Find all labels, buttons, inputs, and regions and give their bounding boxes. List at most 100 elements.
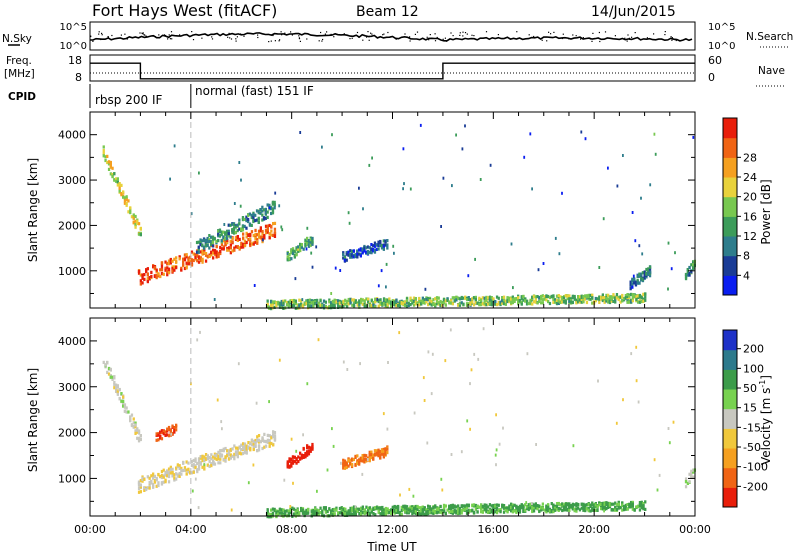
range-gate-cell [143,277,146,281]
range-gate-cell [487,302,490,306]
range-gate-cell [393,300,396,304]
range-gate-cell [414,297,417,301]
search-noise-point [107,36,109,38]
range-gate-cell [123,199,127,203]
range-gate-cell [162,480,165,484]
range-gate-cell [552,300,555,304]
range-gate-cell [143,273,146,277]
range-gate-cell [268,203,271,207]
range-gate-cell [115,388,118,392]
range-gate-cell [430,511,433,515]
range-gate-cell [160,268,164,272]
range-gate-cell [356,252,359,256]
range-gate-cell [280,511,283,515]
range-gate-cell [450,301,453,305]
range-gate-cell [243,224,246,228]
range-gate-cell [226,238,229,242]
range-gate-cell [190,463,194,467]
range-gate-cell [374,300,377,304]
range-gate-cell [199,256,202,260]
range-gate-cell [301,511,305,515]
range-gate-cell [504,507,507,511]
range-gate-cell [532,300,536,304]
range-gate-cell [605,293,608,297]
range-gate-cell [635,345,638,349]
range-gate-cell [492,505,495,509]
range-gate-cell [210,457,213,461]
range-gate-cell [180,268,183,272]
range-gate-cell [304,241,307,245]
range-gate-cell [441,511,444,515]
range-gate-cell [409,187,412,191]
range-gate-cell [615,421,618,425]
range-gate-cell [342,508,345,512]
range-gate-cell [570,505,573,509]
range-gate-cell [284,299,287,303]
range-gate-cell [356,249,359,253]
colorbar-segment [723,408,737,429]
range-gate-cell [545,506,548,510]
range-gate-cell [190,471,194,475]
range-gate-cell [217,450,220,454]
range-gate-cell [520,302,523,306]
range-gate-cell [610,295,613,299]
range-gate-cell [580,130,583,134]
range-gate-cell [617,297,620,302]
range-gate-cell [166,469,169,473]
range-gate-cell [545,508,548,512]
range-gate-cell [512,286,514,290]
range-gate-cell [199,455,202,459]
range-gate-cell [264,444,268,448]
range-gate-cell [317,509,320,513]
range-gate-cell [634,280,638,284]
range-gate-cell [257,448,261,452]
range-gate-cell [603,509,605,513]
range-gate-cell [455,298,458,302]
range-gate-cell [670,267,673,271]
range-gate-cell [541,298,544,302]
range-gate-cell [136,428,139,432]
range-gate-cell [240,178,242,182]
range-gate-cell [196,254,199,258]
range-gate-cell [306,226,309,230]
range-gate-cell [203,459,206,463]
range-gate-cell [437,510,440,514]
range-gate-cell [192,465,195,469]
range-gate-cell [644,507,647,511]
range-gate-cell [238,446,241,450]
range-gate-cell [173,430,176,434]
range-gate-cell [298,298,301,302]
search-noise-point [351,37,353,39]
range-gate-cell [379,506,382,510]
range-gate-cell [266,433,269,437]
range-gate-cell [654,152,657,156]
range-gate-cell [541,294,544,298]
range-gate-cell [566,508,569,512]
range-gate-cell [295,449,298,453]
range-gate-cell [561,191,563,195]
range-gate-cell [440,477,443,481]
range-gate-cell [361,472,364,476]
range-gate-cell [522,295,525,299]
range-gate-cell [274,191,277,195]
range-gate-cell [690,473,693,478]
search-noise-point [670,36,672,38]
range-gate-cell [219,452,222,456]
range-gate-cell [213,237,216,241]
search-noise-point [591,40,593,42]
range-gate-cell [598,300,601,304]
range-gate-cell [315,510,319,514]
range-gate-cell [531,504,534,508]
search-noise-point [98,31,100,33]
range-gate-cell [197,250,200,254]
range-gate-cell [249,442,252,446]
search-noise-point [279,39,281,41]
range-gate-cell [178,257,181,261]
range-gate-cell [268,223,271,228]
range-gate-cell [153,266,157,270]
colorbar-segment [723,177,737,198]
range-gate-cell [502,504,506,508]
range-gate-cell [370,510,373,514]
range-gate-cell [241,225,245,229]
colorbar-tick-label: 24 [743,171,757,184]
